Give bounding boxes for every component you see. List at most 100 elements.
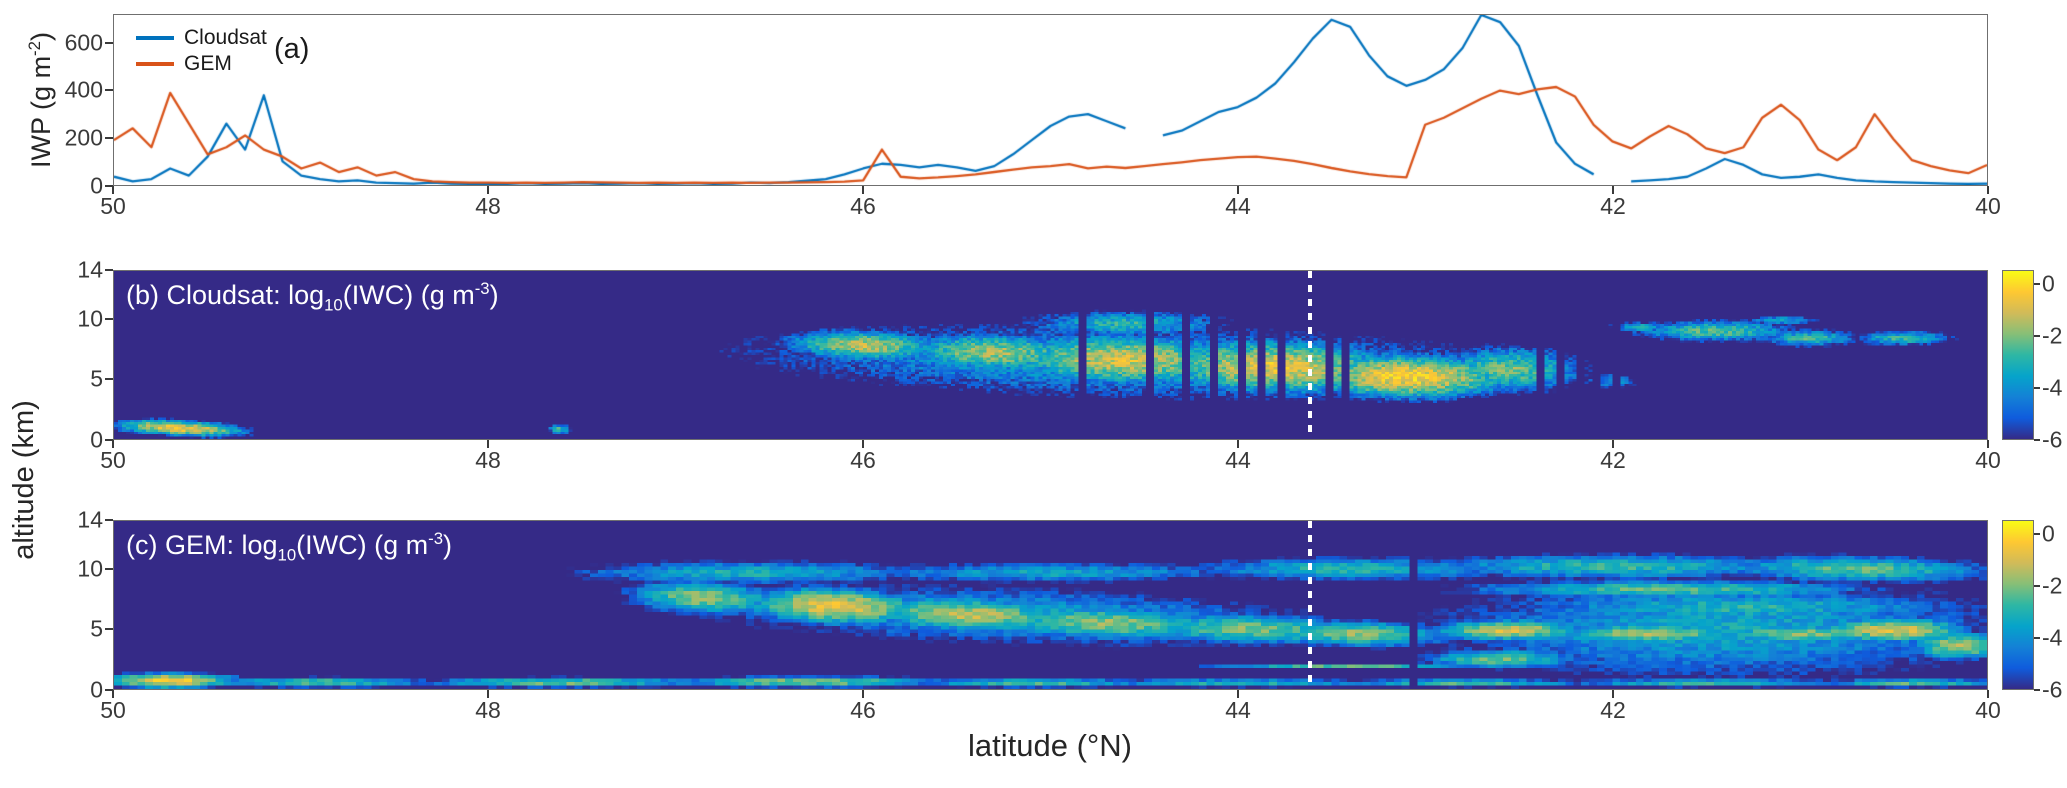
y-tick-mark <box>105 519 113 521</box>
x-tick-label: 50 <box>100 697 126 723</box>
panel-a-plot: Cloudsat GEM (a) <box>113 14 1988 186</box>
x-tick-mark <box>112 690 114 698</box>
y-tick-label: 14 <box>77 506 103 533</box>
ylabel-sup: -2 <box>25 41 44 56</box>
ylabel-text: ) <box>26 32 56 42</box>
colorbar-tick-mark <box>2034 386 2040 389</box>
x-tick-label: 40 <box>1975 447 2001 473</box>
x-tick-label: 46 <box>850 697 876 723</box>
title-sup: -3 <box>474 279 490 298</box>
altitude-axis-label: altitude (km) <box>8 400 40 560</box>
y-tick-mark <box>105 628 113 631</box>
x-tick-label: 44 <box>1225 697 1251 723</box>
x-tick-mark <box>1612 690 1614 698</box>
x-tick-mark <box>487 440 489 448</box>
x-tick-label: 40 <box>1975 697 2001 723</box>
y-tick-label: 10 <box>77 305 103 332</box>
gem-iwc-heatmap-canvas <box>114 521 1987 689</box>
colorbar-tick-label: 0 <box>2042 520 2055 547</box>
panel-c-title: (c) GEM: log10(IWC) (g m-3) <box>126 529 452 565</box>
x-tick-mark <box>1987 690 1989 698</box>
x-tick-mark <box>112 186 114 194</box>
title-text: (c) GEM: log <box>126 530 278 560</box>
x-tick-mark <box>862 440 864 448</box>
y-tick-mark <box>105 567 113 570</box>
x-tick-mark <box>1237 186 1239 194</box>
panel-a-tag: (a) <box>274 33 310 65</box>
y-tick-label: 10 <box>77 555 103 582</box>
colorbar-tick-label: -4 <box>2042 374 2063 401</box>
title-text: (b) Cloudsat: log <box>126 280 325 310</box>
x-tick-mark <box>1987 440 1989 448</box>
title-text: ) <box>443 530 453 560</box>
legend-item-cloudsat: Cloudsat <box>136 25 267 51</box>
y-tick-mark <box>105 269 113 271</box>
y-tick-label: 400 <box>64 76 103 103</box>
colorbar-tick-label: -2 <box>2042 572 2063 599</box>
panel-c-plot: (c) GEM: log10(IWC) (g m-3) <box>113 520 1988 690</box>
x-tick-mark <box>112 440 114 448</box>
y-tick-label: 5 <box>90 615 103 642</box>
x-tick-label: 42 <box>1600 447 1626 473</box>
colorbar-tick-mark <box>2034 689 2040 691</box>
panel-b-plot: (b) Cloudsat: log10(IWC) (g m-3) <box>113 270 1988 440</box>
x-tick-label: 46 <box>850 447 876 473</box>
y-tick-label: 0 <box>90 426 103 453</box>
y-tick-label: 14 <box>77 256 103 283</box>
x-tick-mark <box>862 186 864 194</box>
iwp-line-chart-canvas <box>114 15 1987 185</box>
x-tick-mark <box>1237 690 1239 698</box>
x-tick-mark <box>862 690 864 698</box>
x-tick-mark <box>1612 186 1614 194</box>
y-tick-mark <box>105 439 113 441</box>
y-tick-label: 0 <box>90 676 103 703</box>
y-tick-mark <box>105 185 113 187</box>
y-tick-label: 0 <box>90 172 103 199</box>
x-tick-label: 48 <box>475 193 501 219</box>
y-tick-mark <box>105 137 113 140</box>
x-tick-label: 50 <box>100 193 126 219</box>
colorbar-tick-label: -4 <box>2042 624 2063 651</box>
cloudsat-line-swatch <box>136 36 174 40</box>
colorbar-panel-b <box>2002 270 2034 440</box>
y-tick-mark <box>105 317 113 320</box>
colorbar-tick-mark <box>2034 636 2040 639</box>
colorbar-tick-mark <box>2034 532 2040 535</box>
x-tick-mark <box>487 690 489 698</box>
colorbar-panel-c <box>2002 520 2034 690</box>
panel-b-title: (b) Cloudsat: log10(IWC) (g m-3) <box>126 279 499 315</box>
legend-item-gem: GEM <box>136 51 267 77</box>
title-sup: -3 <box>428 529 444 548</box>
y-tick-label: 200 <box>64 124 103 151</box>
cross-section-marker-line <box>1308 521 1313 689</box>
x-tick-mark <box>487 186 489 194</box>
x-tick-label: 44 <box>1225 193 1251 219</box>
title-sub: 10 <box>324 295 343 315</box>
panel-a-y-axis-label: IWP (g m-2) <box>19 0 56 270</box>
x-tick-label: 44 <box>1225 447 1251 473</box>
x-tick-label: 48 <box>475 697 501 723</box>
legend: Cloudsat GEM <box>128 21 275 81</box>
colorbar-tick-label: 0 <box>2042 270 2055 297</box>
y-tick-label: 600 <box>64 29 103 56</box>
colorbar-tick-mark <box>2034 584 2040 587</box>
title-sub: 10 <box>277 545 297 565</box>
x-tick-label: 42 <box>1600 193 1626 219</box>
x-tick-mark <box>1612 440 1614 448</box>
x-tick-label: 40 <box>1975 193 2001 219</box>
title-text: (IWC) (g m <box>296 530 429 560</box>
cross-section-marker-line <box>1308 271 1313 439</box>
x-tick-label: 42 <box>1600 697 1626 723</box>
colorbar-tick-label: -6 <box>2042 676 2063 703</box>
colorbar-tick-mark <box>2034 334 2040 337</box>
x-axis-label: latitude (°N) <box>967 728 1133 763</box>
x-tick-label: 46 <box>850 193 876 219</box>
ylabel-text: IWP (g m <box>26 55 56 168</box>
legend-label-cloudsat: Cloudsat <box>184 26 267 49</box>
y-tick-mark <box>105 41 113 44</box>
colorbar-tick-mark <box>2034 282 2040 285</box>
x-tick-mark <box>1987 186 1989 194</box>
y-tick-mark <box>105 689 113 691</box>
colorbar-tick-mark <box>2034 439 2040 441</box>
colorbar-tick-label: -2 <box>2042 322 2063 349</box>
